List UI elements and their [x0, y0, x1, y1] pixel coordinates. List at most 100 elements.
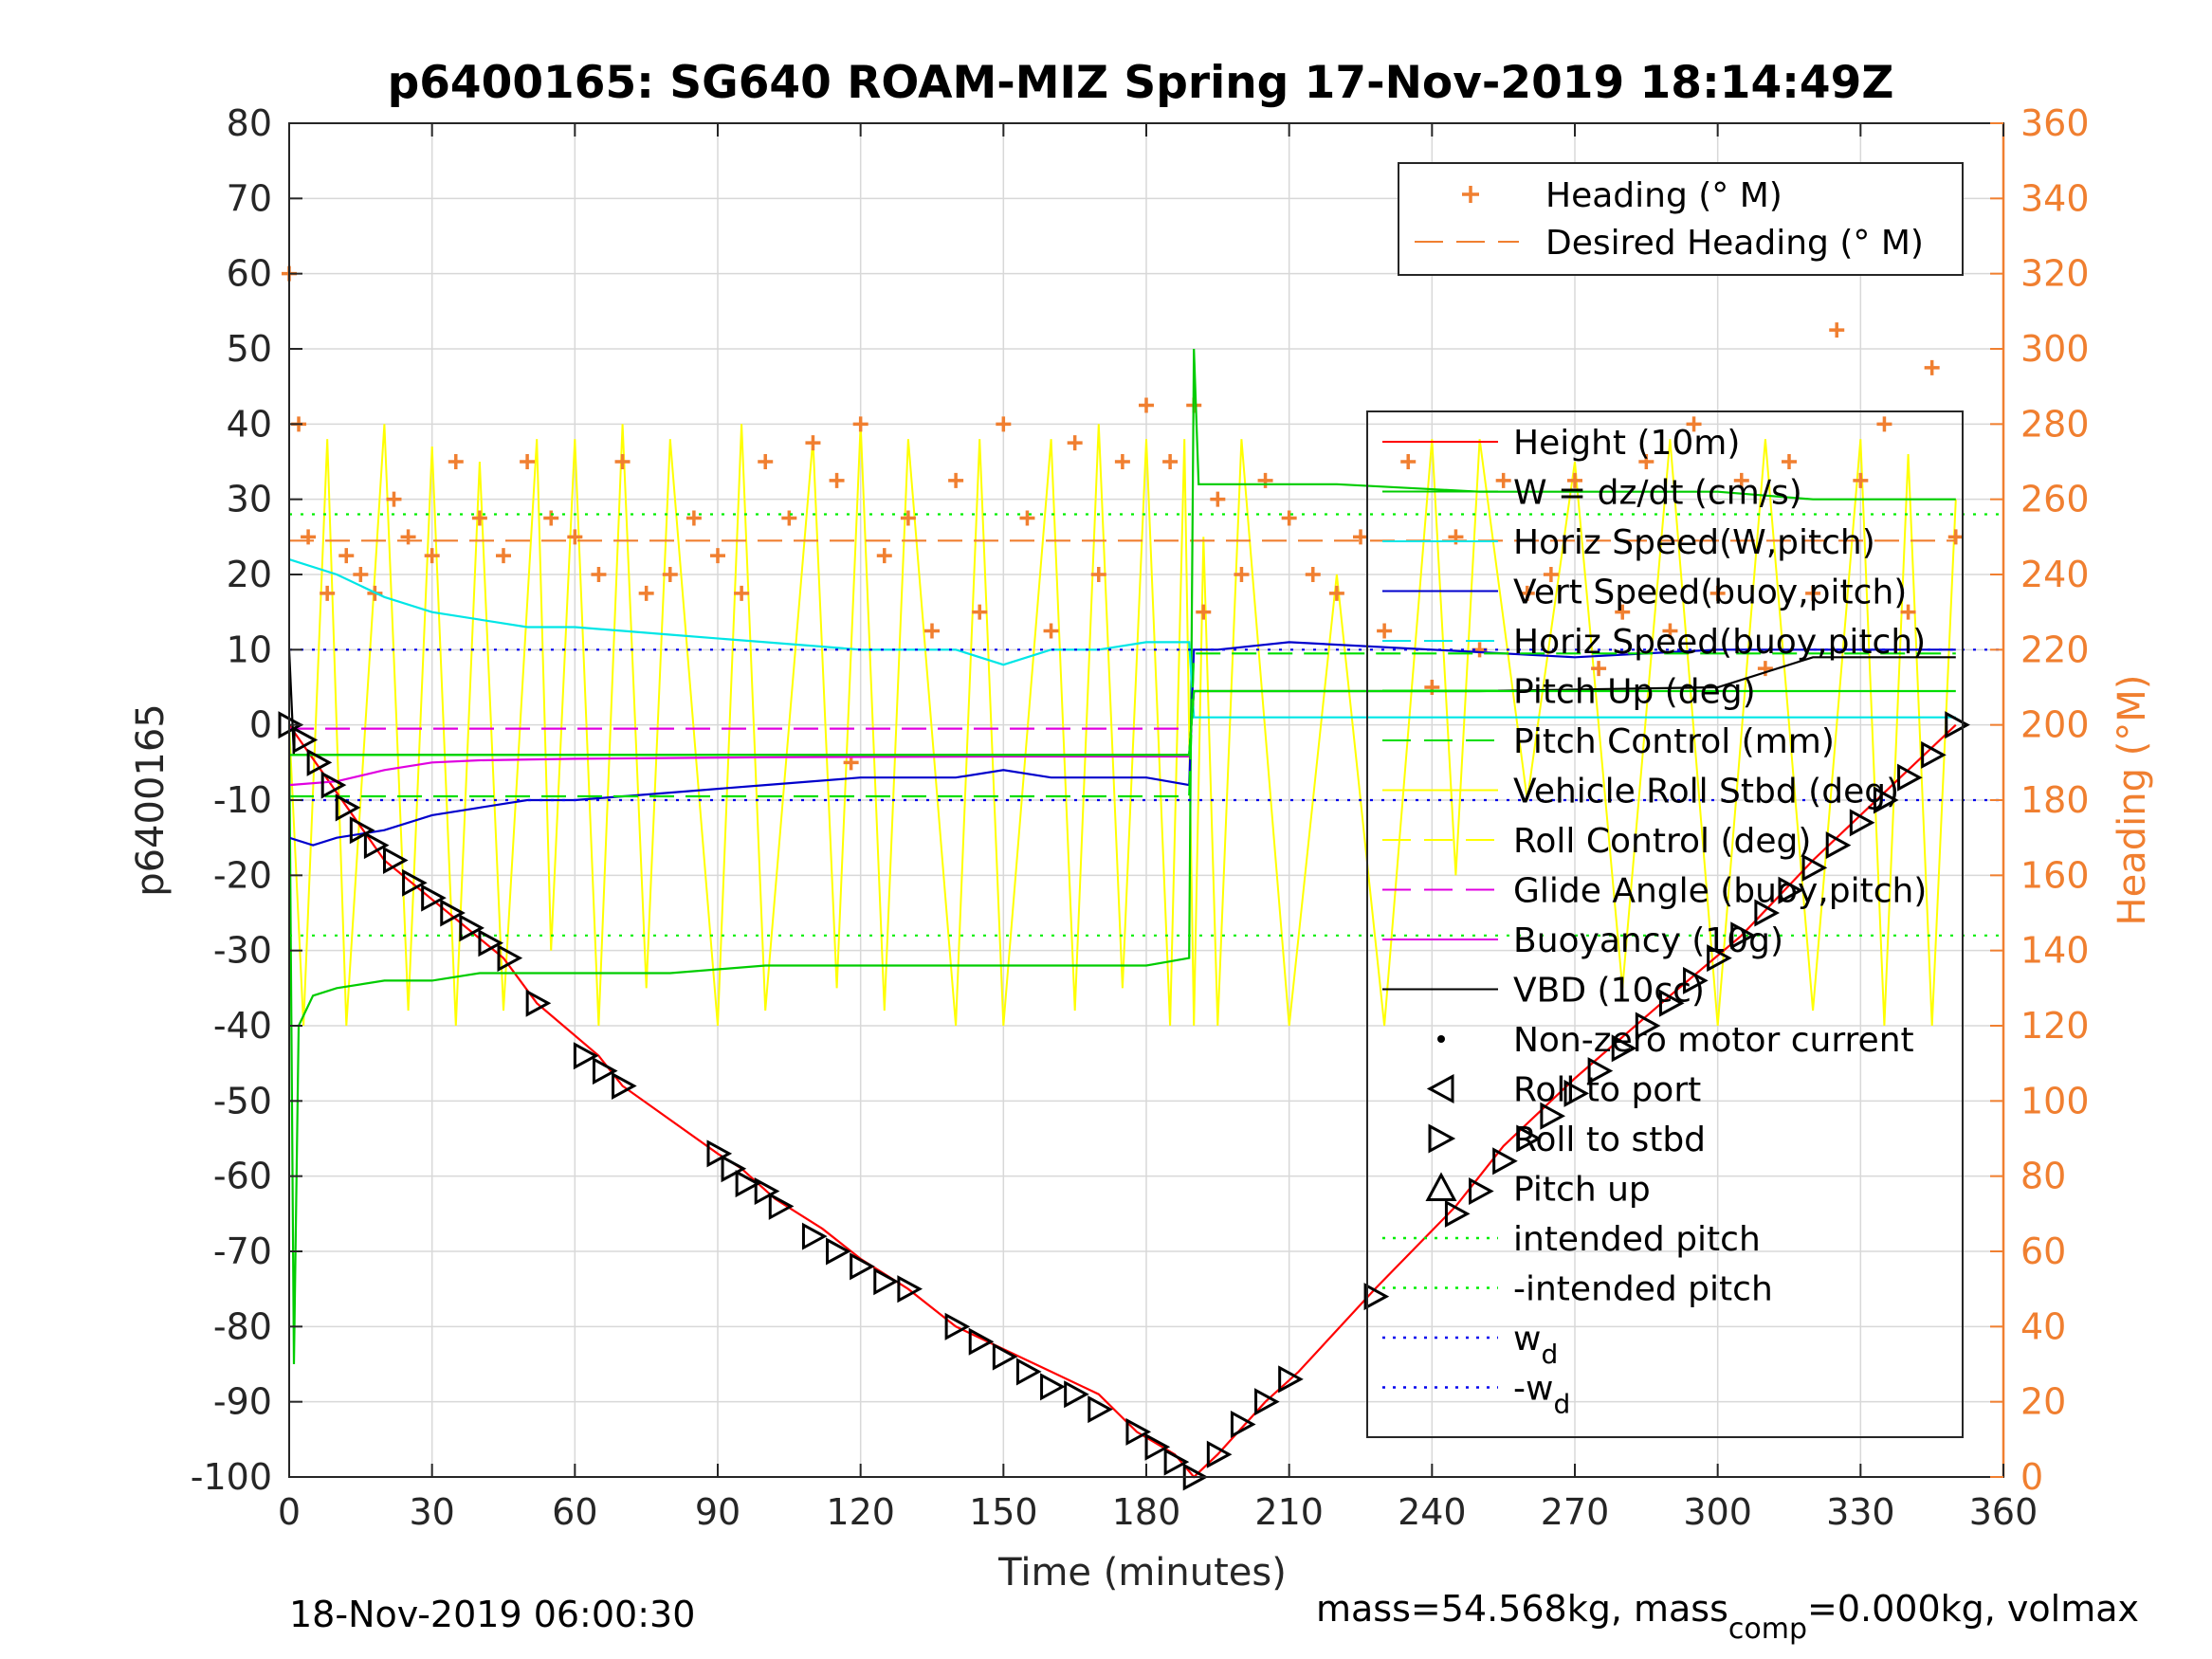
roll-to-stbd-marker — [1825, 831, 1852, 860]
y-tick-label: 20 — [227, 554, 272, 595]
x-tick-label: 330 — [1826, 1491, 1895, 1533]
heading-point — [424, 548, 440, 564]
roll-to-stbd-marker — [306, 748, 333, 776]
heading-point — [614, 454, 631, 469]
roll-to-stbd-marker — [573, 1042, 599, 1070]
series-vert-speed-buoy-pitch — [288, 641, 1956, 847]
roll-to-stbd-marker — [801, 1222, 828, 1250]
x-tick-label: 0 — [278, 1491, 301, 1533]
y-right-tick-label: 320 — [2020, 253, 2090, 295]
y-right-tick-label: 200 — [2020, 704, 2090, 746]
legend-heading: Heading (° M) Desired Heading (° M) — [1398, 162, 1964, 276]
roll-to-stbd-marker — [721, 1155, 747, 1183]
y-right-tick-label: 40 — [2020, 1305, 2066, 1347]
heading-point — [1067, 435, 1083, 451]
legend-main-box — [1366, 410, 1964, 1438]
roll-to-stbd-marker — [1444, 1199, 1471, 1228]
roll-to-stbd-marker — [1563, 1079, 1590, 1107]
legend-symbol — [1425, 1172, 1457, 1201]
roll-to-stbd-marker — [1469, 1177, 1494, 1206]
roll-to-stbd-marker — [1611, 1034, 1637, 1063]
heading-point — [1281, 510, 1297, 526]
heading-point — [301, 529, 317, 545]
roll-to-stbd-marker — [1921, 740, 1947, 769]
heading-point — [1234, 567, 1250, 582]
legend-label: -wd — [1513, 1370, 1570, 1420]
footer-mass: mass=54.568kg, masscomp=0.000kg, volmax — [1316, 1588, 2139, 1646]
roll-to-stbd-marker — [363, 831, 390, 860]
legend-label: wd — [1513, 1320, 1558, 1370]
y-tick-label: -50 — [213, 1080, 272, 1121]
y-tick-label: 50 — [227, 328, 272, 370]
x-tick-label: 300 — [1683, 1491, 1752, 1533]
x-tick-label: 90 — [695, 1491, 740, 1533]
heading-point — [1257, 472, 1273, 488]
y-tick-label: -70 — [213, 1231, 272, 1272]
heading-point — [1829, 322, 1845, 338]
roll-to-stbd-marker — [1088, 1395, 1113, 1424]
legend-heading-label: Desired Heading (° M) — [1545, 224, 1924, 263]
roll-to-stbd-marker — [1873, 786, 1899, 814]
footer-mass-main: mass=54.568kg, mass — [1316, 1588, 1728, 1630]
data-layer — [282, 265, 2003, 1479]
roll-to-stbd-marker — [349, 816, 375, 845]
heading-point — [543, 510, 559, 526]
heading-point — [638, 585, 654, 601]
heading-point — [1210, 491, 1226, 507]
roll-to-stbd-marker — [1658, 989, 1685, 1017]
roll-to-stbd-marker — [1278, 1365, 1304, 1394]
heading-point — [471, 510, 487, 526]
series-vehicle-roll-stbd-deg — [288, 424, 1957, 1027]
roll-to-stbd-marker — [1945, 711, 1970, 739]
footer-mass-tail: =0.000kg, volmax — [1807, 1588, 2139, 1630]
roll-to-stbd-marker — [1778, 876, 1804, 904]
y-right-tick-label: 260 — [2020, 479, 2090, 520]
legend-label: Vert Speed(buoy,pitch) — [1513, 574, 1907, 612]
legend-label: VBD (10cc) — [1513, 972, 1705, 1011]
roll-to-stbd-marker — [459, 914, 484, 942]
heading-point — [1353, 529, 1368, 545]
legend-label: Roll to stbd — [1513, 1121, 1706, 1159]
y-right-tick-label: 300 — [2020, 328, 2090, 370]
roll-to-stbd-marker — [944, 1312, 971, 1340]
footer-timestamp: 18-Nov-2019 06:00:30 — [289, 1594, 695, 1635]
roll-to-stbd-marker — [335, 793, 361, 822]
roll-to-stbd-marker — [1754, 899, 1781, 927]
roll-to-stbd-marker — [1730, 921, 1756, 950]
heading-point — [448, 454, 464, 469]
heading-point — [1162, 454, 1179, 469]
legend-label: Roll to port — [1513, 1071, 1701, 1110]
y-right-tick-label: 0 — [2020, 1456, 2043, 1498]
x-tick-label: 30 — [409, 1491, 454, 1533]
roll-to-stbd-marker — [1254, 1388, 1280, 1416]
roll-to-stbd-marker — [1683, 966, 1709, 994]
roll-to-stbd-marker — [968, 1327, 995, 1356]
roll-to-stbd-marker — [292, 726, 319, 755]
x-tick-label: 240 — [1398, 1491, 1467, 1533]
x-tick-label: 360 — [1969, 1491, 2038, 1533]
roll-to-stbd-marker — [706, 1139, 733, 1168]
legend-label: Pitch up — [1513, 1171, 1651, 1210]
heading-point — [1424, 680, 1440, 695]
y-tick-label: -80 — [213, 1305, 272, 1347]
legend-label: -intended pitch — [1513, 1270, 1773, 1309]
y-tick-label: 80 — [227, 102, 272, 144]
roll-to-stbd-marker — [1516, 1124, 1542, 1153]
heading-point — [1305, 567, 1321, 582]
heading-point — [876, 548, 892, 564]
heading-point — [496, 548, 511, 564]
heading-point — [1519, 585, 1535, 601]
heading-point — [924, 623, 940, 639]
heading-point — [591, 567, 607, 582]
legend-label: Roll Control (deg) — [1513, 822, 1811, 861]
heading-point — [1196, 604, 1212, 620]
legend-label: Non-zero motor current — [1513, 1021, 1914, 1060]
y-right-tick-label: 340 — [2020, 177, 2090, 219]
roll-to-stbd-marker — [1849, 809, 1875, 837]
series-w-dz-dt-cm-s — [287, 348, 1956, 1365]
roll-to-stbd-marker — [1540, 1102, 1566, 1130]
legend-heading-box — [1398, 162, 1964, 276]
heading-point — [996, 416, 1012, 432]
series-horiz-speed-w-pitch — [288, 558, 1956, 719]
heading-point — [386, 491, 402, 507]
